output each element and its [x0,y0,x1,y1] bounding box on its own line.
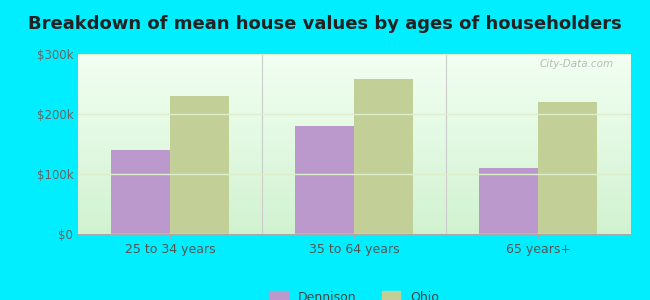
Bar [170,96,229,234]
Bar [538,102,597,234]
Bar [480,168,538,234]
Bar [295,126,354,234]
Bar [111,150,170,234]
Legend: Dennison, Ohio: Dennison, Ohio [265,286,444,300]
Bar [354,79,413,234]
Text: Breakdown of mean house values by ages of householders: Breakdown of mean house values by ages o… [28,15,622,33]
Text: City-Data.com: City-Data.com [540,59,614,69]
